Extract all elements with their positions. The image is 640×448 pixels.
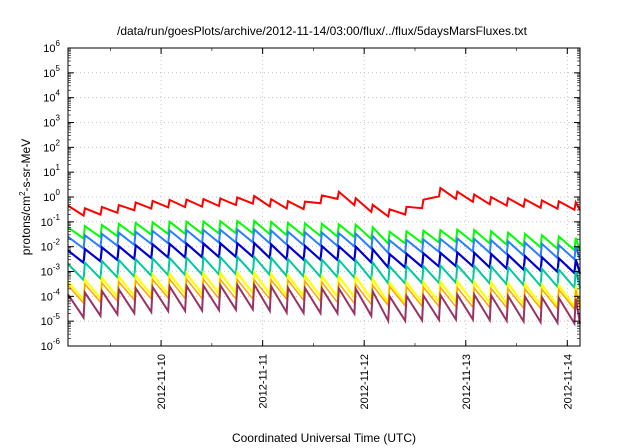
y-tick-label: 10-2 [41, 238, 61, 254]
y-tick-label: 102 [43, 138, 60, 154]
x-tick-label: 2012-11-14 [562, 354, 574, 409]
y-tick-label: 103 [43, 114, 60, 130]
chart-title: /data/run/goesPlots/archive/2012-11-14/0… [117, 24, 528, 38]
x-axis-ticks: 2012-11-10 2012-11-11 2012-11-12 2012-11-13… [110, 48, 574, 409]
series-group [67, 186, 582, 327]
x-tick-label: 2012-11-12 [359, 354, 371, 409]
x-tick-label: 2012-11-10 [156, 354, 168, 409]
x-tick-label: 2012-11-11 [258, 354, 270, 409]
y-tick-label: 10-1 [41, 213, 61, 229]
y-axis-ticks: 10-6 10-5 10-4 10-3 10-2 10-1 100 101 102 103 104 1… [41, 39, 580, 353]
series-line-4 [67, 240, 582, 276]
series-line-6 [67, 269, 582, 310]
x-tick-label: 2012-11-13 [461, 354, 473, 409]
series-line-8 [67, 281, 581, 327]
y-tick-label: 10-4 [41, 287, 61, 303]
y-axis-label: protons/cm2-s-sr-MeV [18, 139, 33, 255]
y-tick-label: 106 [43, 39, 60, 55]
y-tick-label: 101 [43, 163, 60, 179]
x-axis-label: Coordinated Universal Time (UTC) [232, 431, 416, 445]
y-tick-label: 10-5 [41, 312, 61, 328]
series-line-1 [67, 186, 581, 219]
y-tick-label: 105 [43, 64, 60, 80]
y-tick-label: 10-3 [41, 263, 61, 279]
y-tick-label: 10-6 [41, 337, 61, 353]
series-line-3 [67, 227, 581, 262]
series-line-5 [67, 253, 581, 291]
series-line-7 [67, 277, 581, 311]
series-line-2 [67, 218, 581, 252]
y-tick-label: 104 [43, 89, 60, 105]
y-tick-label: 100 [43, 188, 60, 204]
